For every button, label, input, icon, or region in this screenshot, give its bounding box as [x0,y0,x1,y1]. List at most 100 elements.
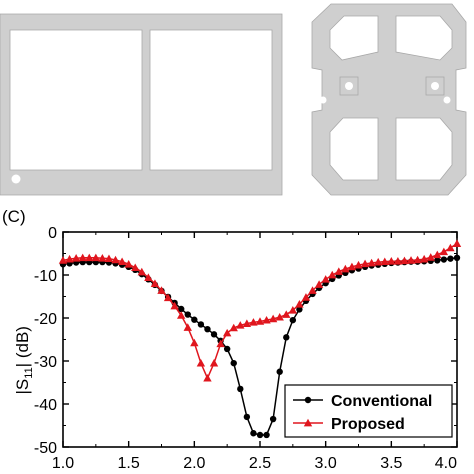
conventional-antenna-layout [0,13,283,196]
proposed-point [150,279,160,287]
y-label-pre: |S [13,379,32,395]
conventional-point [447,255,454,262]
x-tick-label: 3.0 [315,455,337,472]
legend-label: Proposed [331,416,405,433]
proposed-point [91,253,101,262]
proposed-point [308,286,317,294]
proposed-point [452,239,462,247]
proposed-point [275,312,284,321]
proposed-point [236,321,245,329]
conventional-point [289,316,297,324]
proposed-point [183,323,192,331]
conventional-point [243,413,251,421]
proposed-point [288,306,298,314]
proposed-point [58,256,68,264]
conventional-point [230,359,237,367]
proposed-point [341,264,350,273]
conventional-point [237,385,244,393]
proposed-point [117,257,127,266]
y-tick-label: -20 [34,311,57,328]
conventional-point [440,256,448,263]
conventional-point [296,306,303,313]
proposed-point [406,256,416,264]
proposed-point [104,254,114,263]
y-tick-label: -10 [34,268,57,285]
proposed-point [367,258,376,267]
proposed-point [144,273,153,281]
y-label-subscript: 11 [23,367,35,378]
proposed-point [229,323,238,332]
x-tick-label: 4.0 [435,455,457,472]
proposed-point [354,260,363,269]
proposed-point [71,254,81,262]
left-stub-hole [345,82,353,90]
proposed-point [380,257,389,266]
proposed-point [163,293,173,302]
x-tick-label: 3.5 [380,455,402,472]
right-stub-hole [431,82,439,90]
proposed-point [387,257,396,265]
conventional-point [269,415,277,423]
legend-entry: Conventional [293,393,432,410]
proposed-point [157,286,166,294]
proposed-point [111,255,120,264]
conventional-point [434,257,441,264]
y-axis-label: |S11| (dB) [13,326,35,394]
proposed-point [255,317,265,325]
proposed-point [433,250,442,259]
proposed-series [58,239,462,382]
proposed-point [400,256,409,265]
proposed-point [439,247,449,256]
legend: Conventional Proposed [284,384,453,438]
panel-label: (C) [2,207,26,226]
x-tick-label: 2.0 [183,455,205,472]
conventional-point [184,311,191,318]
x-axis: 1.0 1.5 2.0 2.5 3.0 3.5 4.0 [52,232,458,472]
proposed-point [203,374,212,382]
proposed-point [131,263,140,272]
proposed-antenna-layout [311,3,467,196]
y-label-post: | (dB) [13,326,32,367]
conventional-point [191,316,198,323]
conventional-point [178,305,185,313]
proposed-point [334,267,343,275]
s11-chart: 0 -10 -20 -30 -40 -50 1.0 1.5 2.0 2.5 3.0 3.5 4.0 |… [13,225,462,472]
conventional-point [197,321,205,328]
y-tick-label: 0 [48,225,57,242]
proposed-point [190,338,199,347]
proposed-point [242,319,252,327]
x-tick-label: 1.0 [52,455,74,472]
x-tick-label: 1.5 [118,455,140,472]
proposed-point [301,293,311,301]
legend-box [284,384,453,438]
y-tick-label: -40 [34,397,57,414]
conventional-point [276,368,283,375]
via-hole [443,96,451,104]
proposed-point [85,253,94,262]
proposed-point [124,260,133,268]
legend-entries: Conventional Proposed [293,393,432,433]
legend-label: Conventional [331,393,432,410]
conventional-point [204,325,211,333]
proposed-point [268,314,278,323]
y-tick-label: -50 [34,440,57,457]
proposed-point [209,358,219,367]
legend-entry: Proposed [293,416,405,433]
proposed-point [374,257,383,266]
proposed-layout-outer [311,3,467,196]
legend-swatch-point [303,418,313,427]
series-layer [58,239,462,439]
conventional-point [223,345,231,353]
conventional-point [210,331,218,338]
y-tick-label: -30 [34,354,57,371]
proposed-point [393,257,403,265]
x-tick-label: 2.5 [249,455,271,472]
proposed-point [321,275,330,283]
proposed-point [328,270,337,279]
proposed-point [446,243,455,252]
via-hole [319,96,327,104]
proposed-point [347,262,357,271]
proposed-point [196,358,206,367]
proposed-point [262,315,271,324]
proposed-point [177,311,186,319]
